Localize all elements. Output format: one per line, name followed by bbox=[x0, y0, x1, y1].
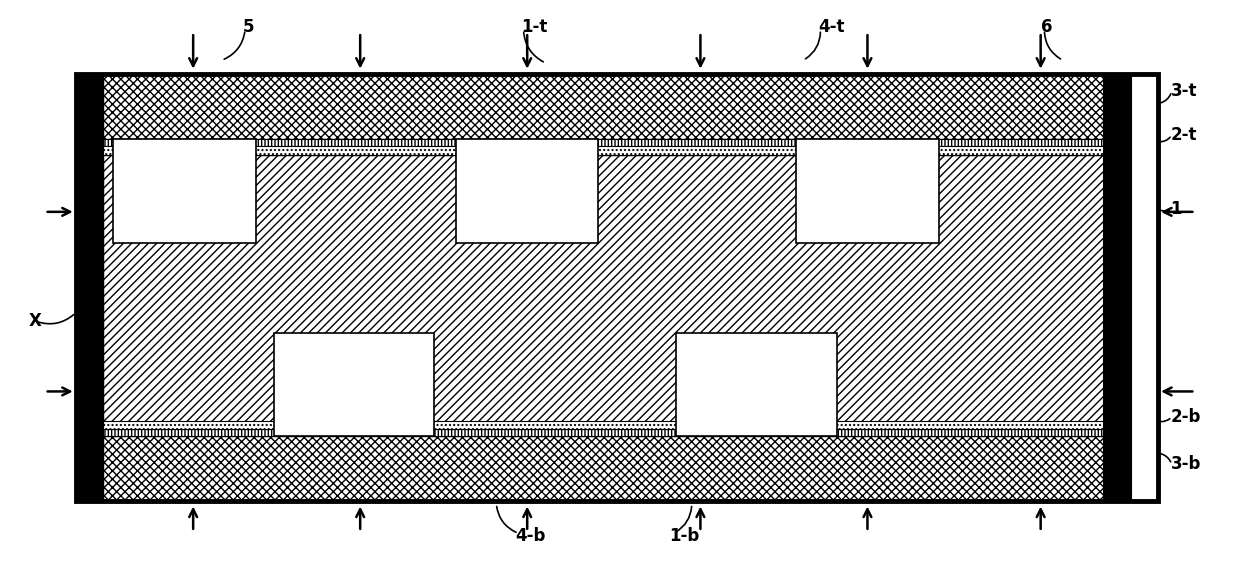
Bar bbox=[1104, 74, 1131, 501]
Text: 3-b: 3-b bbox=[1171, 455, 1200, 473]
Bar bbox=[103, 429, 1104, 437]
Polygon shape bbox=[676, 333, 837, 437]
Bar bbox=[76, 74, 1158, 501]
Text: 5: 5 bbox=[243, 17, 254, 36]
Text: 4-b: 4-b bbox=[515, 527, 546, 545]
Polygon shape bbox=[456, 139, 599, 243]
Text: 3-t: 3-t bbox=[1171, 82, 1197, 100]
Text: X: X bbox=[29, 312, 41, 331]
Text: 1-b: 1-b bbox=[670, 527, 699, 545]
Polygon shape bbox=[113, 139, 255, 243]
Bar bbox=[103, 155, 1104, 437]
Bar bbox=[103, 139, 1104, 146]
Bar bbox=[103, 74, 1104, 139]
Text: 1: 1 bbox=[1171, 200, 1182, 218]
Bar bbox=[103, 146, 1104, 155]
Polygon shape bbox=[274, 333, 434, 437]
Bar bbox=[103, 421, 1104, 429]
Text: 2-t: 2-t bbox=[1171, 126, 1197, 144]
Bar bbox=[76, 74, 103, 501]
Text: 1-t: 1-t bbox=[521, 17, 547, 36]
Bar bbox=[103, 437, 1104, 501]
Text: 4-t: 4-t bbox=[818, 17, 844, 36]
Text: 2-b: 2-b bbox=[1171, 408, 1200, 426]
Polygon shape bbox=[796, 139, 939, 243]
Text: 6: 6 bbox=[1040, 17, 1053, 36]
